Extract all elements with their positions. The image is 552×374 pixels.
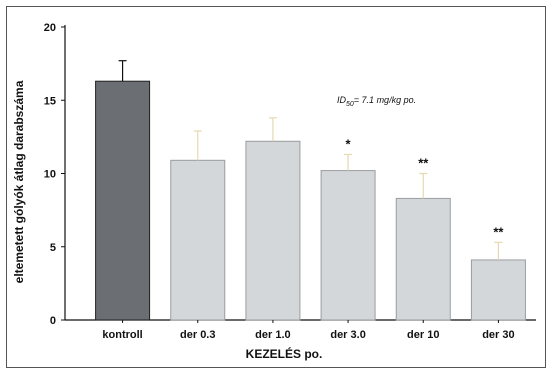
y-tick-label: 10 — [44, 169, 56, 181]
bar — [95, 80, 151, 321]
bar-chart: 0 5 10 15 20 kontroll der 0.3 der 1.0 * der 3.0 **… — [12, 22, 536, 361]
x-tick-label: kontroll — [102, 329, 142, 341]
significance-marker: ** — [493, 224, 504, 239]
significance-marker: ** — [418, 156, 429, 171]
chart-frame: 0 5 10 15 20 kontroll der 0.3 der 1.0 * der 3.0 **… — [6, 6, 546, 368]
y-tick-label: 20 — [44, 22, 56, 34]
plot-area: 0 5 10 15 20 kontroll der 0.3 der 1.0 * der 3.0 **… — [44, 22, 536, 341]
x-tick-label: der 3.0 — [330, 329, 365, 341]
y-axis-label: eltemetett gólyók átlag darabszáma — [12, 80, 26, 283]
x-tick-label: der 1.0 — [255, 329, 290, 341]
y-tick-label: 0 — [50, 315, 56, 327]
bar — [320, 170, 376, 321]
x-tick-label: der 0.3 — [180, 329, 215, 341]
significance-marker: * — [346, 136, 352, 151]
bar — [470, 259, 526, 321]
y-tick-label: 5 — [50, 242, 56, 254]
x-axis-label: KEZELÉS po. — [246, 346, 323, 361]
y-tick-label: 15 — [44, 95, 56, 107]
bar — [245, 140, 301, 321]
id50-annotation: ID50= 7.1 mg/kg po. — [337, 95, 416, 108]
x-tick-label: der 10 — [407, 329, 439, 341]
x-tick-label: der 30 — [482, 329, 514, 341]
bar — [395, 197, 451, 321]
bar — [170, 159, 226, 321]
